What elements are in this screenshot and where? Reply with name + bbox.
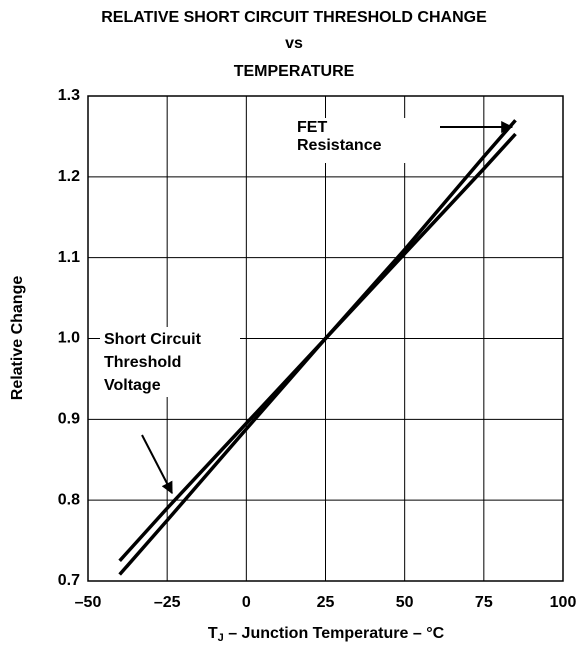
x-tick-label: 50 xyxy=(396,594,414,611)
x-tick-label: 75 xyxy=(475,594,493,611)
x-tick-label: –50 xyxy=(75,594,102,611)
x-tick-label: 0 xyxy=(242,594,251,611)
annotation-arrow xyxy=(141,434,173,495)
x-label-part: – Junction Temperature – °C xyxy=(224,625,445,642)
chart-title: vs xyxy=(285,35,303,52)
y-tick-label: 0.8 xyxy=(58,491,80,508)
plot-frame xyxy=(87,95,564,582)
x-axis-label: TJ – Junction Temperature – °C xyxy=(208,625,445,644)
annotation: Short Circuit xyxy=(104,331,202,348)
series-line xyxy=(118,132,517,562)
y-tick-label: 0.7 xyxy=(58,572,80,589)
lines xyxy=(118,119,517,576)
annotation: FET xyxy=(297,119,327,136)
annotation-bg xyxy=(292,118,447,163)
x-tick-label: 25 xyxy=(317,594,335,611)
y-tick-label: 1.2 xyxy=(58,168,80,185)
y-tick-label: 1.1 xyxy=(58,249,80,266)
chart-title: TEMPERATURE xyxy=(234,63,355,80)
y-tick-label: 1.3 xyxy=(58,87,80,104)
y-tick-label: 1.0 xyxy=(58,330,80,347)
y-tick-label: 0.9 xyxy=(58,411,80,428)
y-axis-label: Relative Change xyxy=(9,276,26,401)
annotation-bg xyxy=(100,327,240,397)
x-label-part: T xyxy=(208,625,218,642)
x-tick-label: 100 xyxy=(550,594,577,611)
annotation: Resistance xyxy=(297,137,382,154)
x-tick-label: –25 xyxy=(154,594,181,611)
annotation: Threshold xyxy=(104,354,181,371)
x-label-sub: J xyxy=(218,632,224,644)
chart-title: RELATIVE SHORT CIRCUIT THRESHOLD CHANGE xyxy=(101,9,487,26)
annotation: Voltage xyxy=(104,377,161,394)
